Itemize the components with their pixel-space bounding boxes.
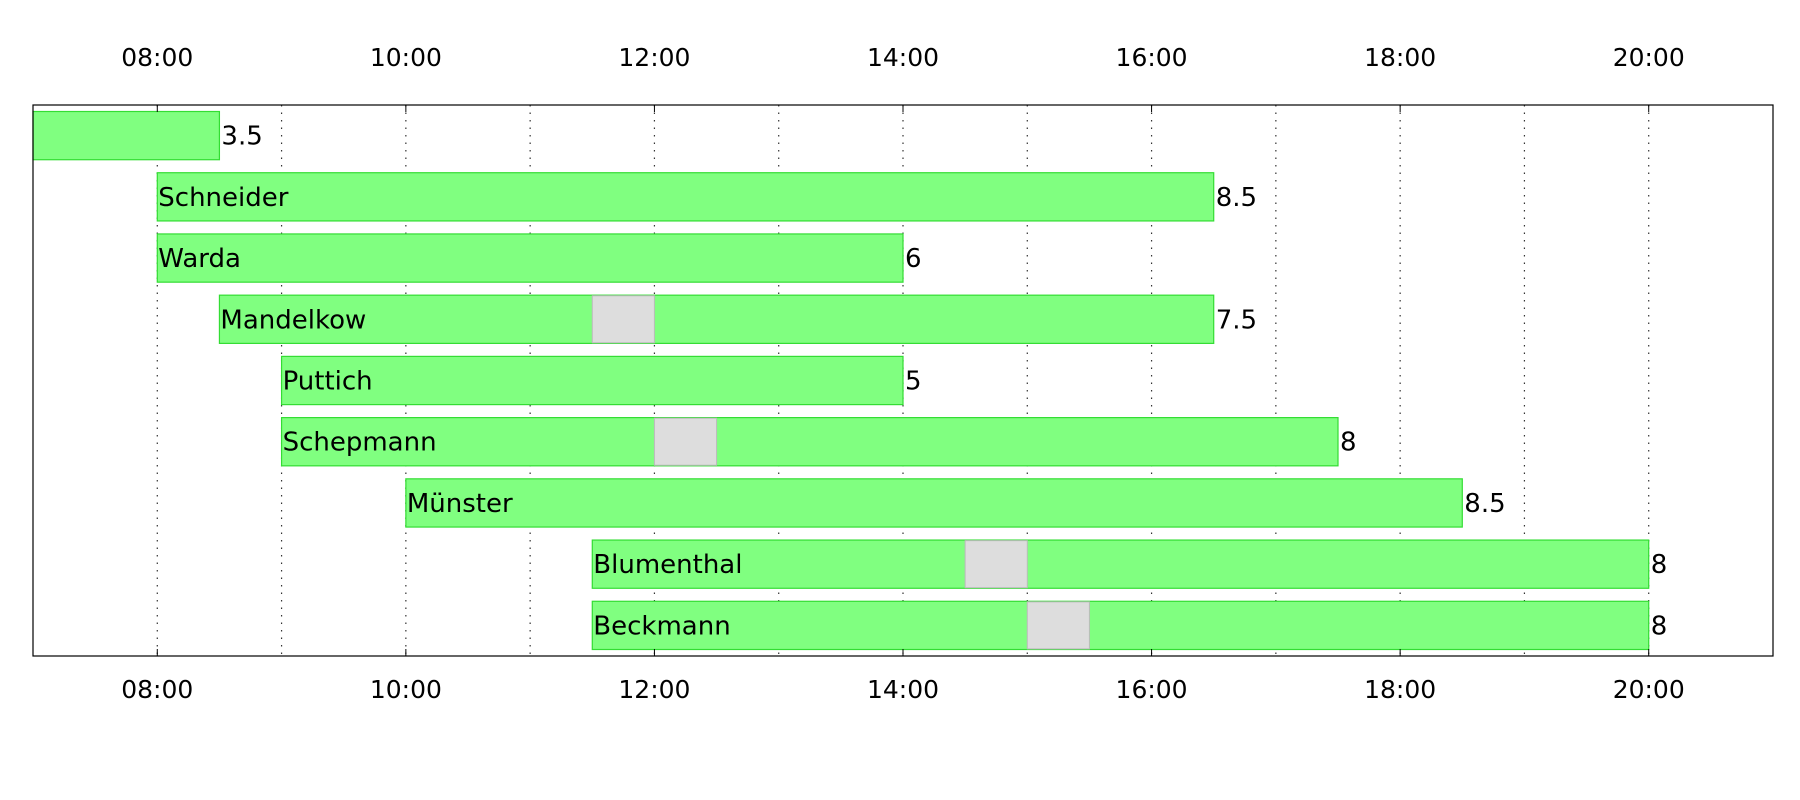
break-segment: [1026, 601, 1090, 650]
x-tick-label-bottom: 20:00: [1613, 675, 1685, 704]
x-tick-label-top: 12:00: [618, 43, 690, 72]
bar-labels: 3.5 Schneider 8.5 Warda 6 Mandelkow 7.5 Puttich…: [158, 122, 1667, 642]
shift-bar: [405, 478, 1463, 528]
shift-bar: [280, 355, 904, 406]
x-tick-label-top: 20:00: [1613, 43, 1685, 72]
employee-name-label: Mandelkow: [220, 305, 366, 335]
employee-name-label: Schneider: [158, 183, 288, 213]
shift-bar: [218, 294, 1215, 344]
x-tick-label-top: 14:00: [867, 43, 939, 72]
shift-bar: [156, 172, 1215, 222]
employee-name-label: Münster: [407, 489, 513, 519]
hours-label: 8.5: [1464, 489, 1505, 519]
x-tick-label-bottom: 08:00: [121, 675, 193, 704]
break-segment: [653, 417, 718, 466]
employee-name-label: Blumenthal: [593, 550, 742, 580]
hours-label: 6: [905, 244, 922, 274]
hours-label: 3.5: [221, 122, 262, 152]
shift-bar: [591, 539, 1650, 589]
employee-name-label: Schepmann: [283, 428, 437, 458]
hours-label: 8: [1340, 428, 1357, 458]
shift-bar: [591, 600, 1650, 651]
hours-label: 5: [905, 367, 922, 397]
x-tick-label-top: 18:00: [1364, 43, 1436, 72]
x-tick-label-bottom: 16:00: [1116, 675, 1188, 704]
shift-bar: [156, 233, 904, 283]
x-tick-label-top: 08:00: [121, 43, 193, 72]
break-segment: [964, 540, 1028, 589]
hours-label: 8: [1651, 550, 1668, 580]
x-tick-label-bottom: 10:00: [370, 675, 442, 704]
x-tick-label-bottom: 12:00: [618, 675, 690, 704]
x-tick-label-bottom: 18:00: [1364, 675, 1436, 704]
hours-label: 8: [1651, 611, 1668, 641]
shift-bar: [32, 110, 221, 161]
shift-bars: [32, 110, 1650, 651]
employee-name-label: Puttich: [283, 367, 373, 397]
break-segment: [591, 295, 655, 344]
x-tick-label-top: 10:00: [370, 43, 442, 72]
shift-bar: [280, 417, 1339, 467]
x-tick-label-bottom: 14:00: [867, 675, 939, 704]
x-tick-label-top: 16:00: [1116, 43, 1188, 72]
employee-name-label: Beckmann: [593, 611, 730, 641]
employee-name-label: Warda: [158, 244, 241, 274]
axis-ticks: 08:00 08:00 10:00 10:00 12:00 12:00 14:00 14:00…: [121, 43, 1684, 704]
hours-label: 8.5: [1216, 183, 1257, 213]
hours-label: 7.5: [1216, 305, 1257, 335]
